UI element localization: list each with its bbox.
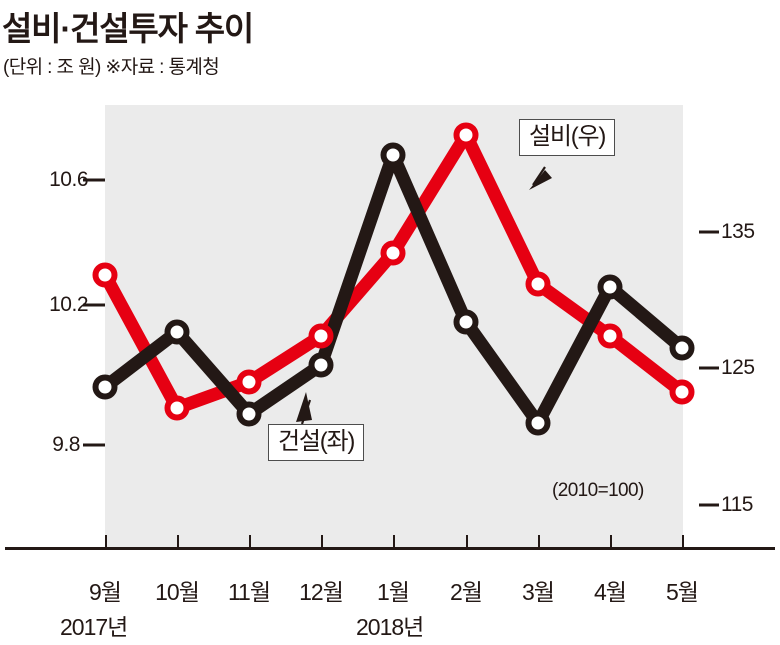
x-tick-1 — [177, 535, 179, 548]
left-axis-label-1: 10.2 — [49, 293, 88, 316]
x-label-month-4: 1월 — [377, 579, 410, 605]
x-tick-5 — [466, 535, 468, 548]
x-tick-3 — [321, 535, 323, 548]
page-title: 설비·건설투자 추이 — [2, 10, 254, 47]
callout-facility: 설비(우) — [519, 119, 616, 157]
left-axis-label-0: 10.6 — [49, 168, 88, 191]
x-tick-8 — [682, 535, 684, 548]
x-label-month-6: 3월 — [522, 579, 555, 605]
x-label-month-8: 5월 — [666, 579, 699, 605]
series-markers-facility — [92, 122, 695, 421]
left-axis-label-2: 9.8 — [52, 433, 80, 456]
base-index-note: (2010=100) — [552, 480, 644, 501]
chart-subtitle: (단위 : 조 원) ※자료 : 통계청 — [3, 57, 220, 78]
x-label-month-1: 10월 — [155, 579, 200, 605]
right-axis-label-1: 125 — [721, 356, 755, 379]
callout-construction: 건설(좌) — [268, 424, 365, 462]
x-label-year-2017: 2017년 — [60, 614, 128, 640]
x-tick-7 — [610, 535, 612, 548]
right-axis-label-2: 115 — [721, 493, 753, 516]
x-label-month-0: 9월 — [89, 579, 122, 605]
callout-arrow-facility — [529, 170, 552, 190]
x-tick-6 — [538, 535, 540, 548]
x-tick-2 — [249, 535, 251, 548]
x-label-month-3: 12월 — [299, 579, 344, 605]
callout-leader-facility — [532, 166, 546, 186]
right-axis-label-0: 135 — [721, 220, 755, 243]
x-label-month-7: 4월 — [594, 579, 627, 605]
callout-arrow-construction — [296, 392, 312, 422]
x-axis-baseline — [5, 547, 775, 550]
series-line-facility — [98, 128, 689, 415]
x-label-year-2018: 2018년 — [356, 614, 424, 640]
x-tick-4 — [393, 535, 395, 548]
x-tick-0 — [105, 535, 107, 548]
series-line-construction — [98, 148, 689, 430]
x-label-month-5: 2월 — [450, 579, 483, 605]
series-markers-construction — [92, 142, 695, 436]
x-label-month-2: 11월 — [227, 579, 271, 605]
